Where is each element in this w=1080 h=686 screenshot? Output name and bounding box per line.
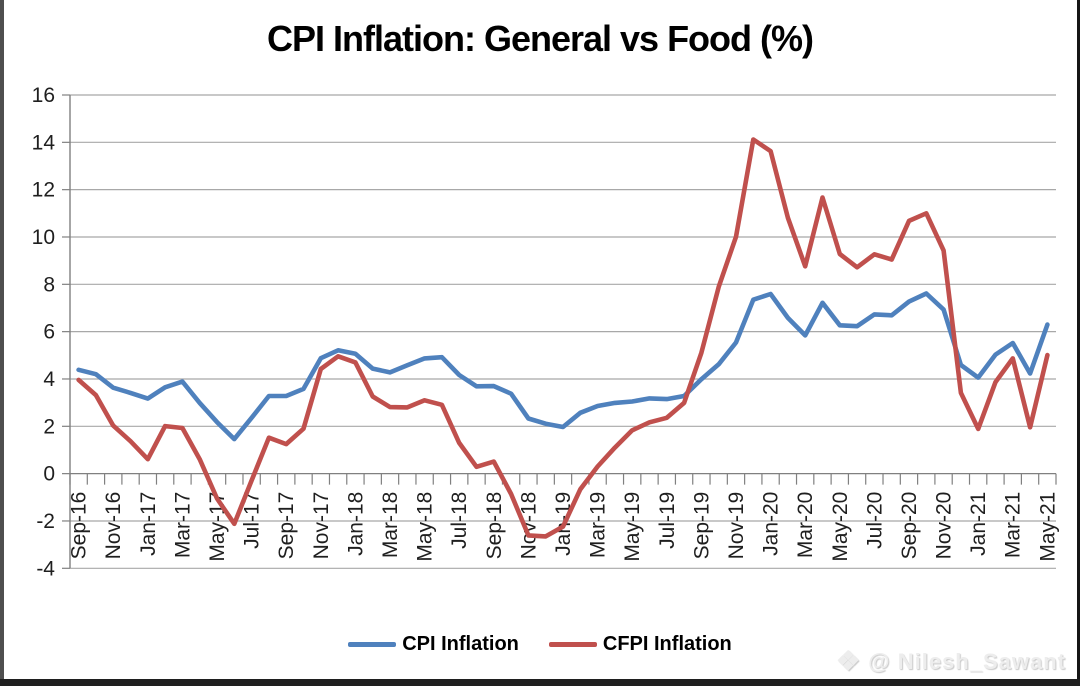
y-axis-label: 10 bbox=[32, 226, 55, 249]
x-axis-label: Nov-16 bbox=[102, 492, 125, 560]
legend-label-cpi: CPI Inflation bbox=[402, 633, 519, 655]
y-axis-label: 14 bbox=[32, 131, 56, 154]
x-axis-label: May-19 bbox=[621, 492, 644, 562]
cfpi-inflation-line bbox=[76, 137, 1050, 539]
y-axis-label: 8 bbox=[43, 273, 55, 296]
x-axis-label: Jul-18 bbox=[448, 492, 471, 549]
cpi-inflation-line bbox=[76, 291, 1050, 442]
y-axis-label: 6 bbox=[43, 321, 55, 344]
y-axis-label: -4 bbox=[36, 557, 55, 580]
x-axis-label: Sep-19 bbox=[690, 492, 713, 560]
y-axis-label: -2 bbox=[36, 510, 55, 533]
x-axis-label: Nov-20 bbox=[933, 492, 956, 560]
x-axis-label: Jan-20 bbox=[760, 492, 783, 556]
x-axis-label: Sep-16 bbox=[68, 492, 91, 560]
x-axis-label: Jul-17 bbox=[241, 492, 264, 549]
y-axis-label: 12 bbox=[32, 179, 55, 202]
x-axis-label: Mar-20 bbox=[794, 492, 817, 559]
x-axis-label: Nov-18 bbox=[517, 492, 540, 560]
chart-title: CPI Inflation: General vs Food (%) bbox=[266, 18, 814, 59]
cpi-line-swatch bbox=[348, 642, 397, 647]
x-axis-label: Jul-19 bbox=[656, 492, 679, 549]
x-axis-label: Mar-19 bbox=[587, 492, 610, 559]
cfpi-line-swatch bbox=[548, 642, 597, 647]
y-axis-label: 16 bbox=[32, 84, 55, 107]
watermark-text: @ Nilesh_Sawant bbox=[868, 648, 1066, 674]
frame-border-right bbox=[1077, 0, 1080, 686]
x-axis-label: Mar-17 bbox=[171, 492, 194, 559]
legend-label-cfpi: CFPI Inflation bbox=[602, 633, 732, 655]
legend: CPI Inflation CFPI Inflation bbox=[0, 633, 1080, 656]
x-axis-label: Sep-20 bbox=[898, 492, 921, 560]
x-axis-label: Jan-17 bbox=[137, 492, 160, 556]
x-axis-label: Sep-17 bbox=[275, 492, 298, 560]
diamond-logo-icon: ❖ bbox=[835, 646, 862, 676]
y-axis-label: 4 bbox=[43, 368, 55, 391]
y-axis-label: 0 bbox=[43, 463, 55, 486]
x-axis-label: Jul-20 bbox=[863, 492, 886, 549]
frame-border-left bbox=[0, 0, 4, 686]
x-axis-label: Nov-17 bbox=[310, 492, 333, 560]
x-axis-label: May-21 bbox=[1036, 492, 1059, 562]
legend-item-cpi: CPI Inflation bbox=[348, 633, 519, 656]
watermark: ❖ @ Nilesh_Sawant bbox=[836, 648, 1066, 675]
legend-item-cfpi: CFPI Inflation bbox=[548, 633, 732, 656]
x-axis-label: Mar-21 bbox=[1002, 492, 1025, 559]
y-axis-label: 2 bbox=[43, 415, 55, 438]
x-axis-label: Jan-18 bbox=[344, 492, 367, 556]
x-axis-label: Sep-18 bbox=[483, 492, 506, 560]
x-axis-label: Mar-18 bbox=[379, 492, 402, 559]
x-axis-label: May-20 bbox=[829, 492, 852, 562]
x-axis-label: Nov-19 bbox=[725, 492, 748, 560]
x-axis-label: May-18 bbox=[414, 492, 437, 562]
frame-border-bottom bbox=[0, 679, 1080, 686]
x-axis-label: Jan-21 bbox=[967, 492, 990, 556]
